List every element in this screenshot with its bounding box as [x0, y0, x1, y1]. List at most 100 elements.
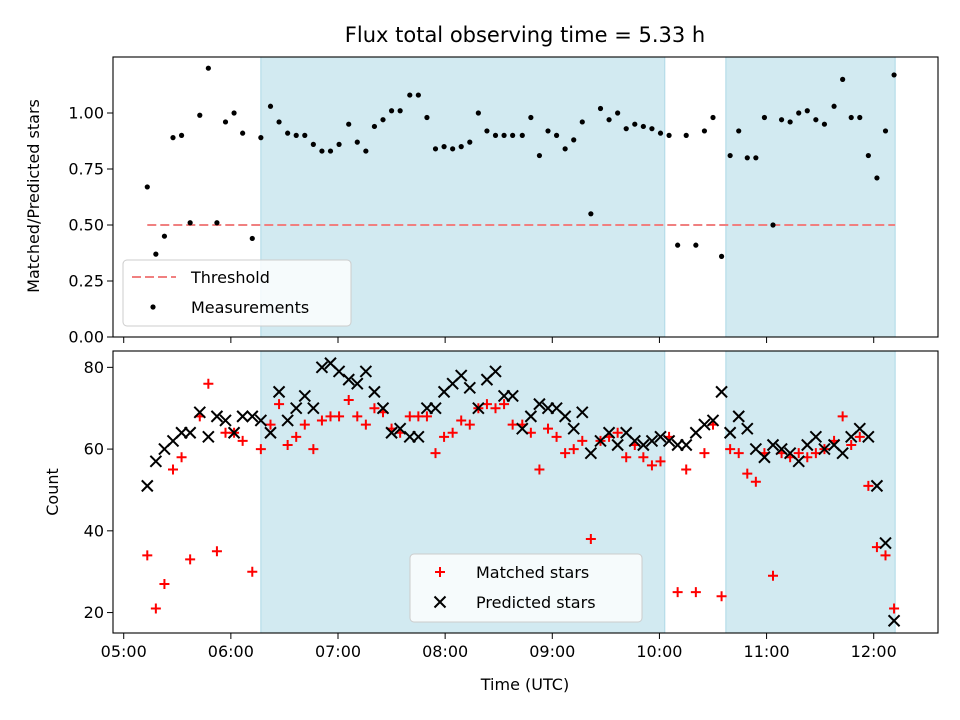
top-legend: Threshold Measurements	[122, 259, 352, 327]
matched-star-point	[421, 411, 432, 422]
predicted-star-point	[870, 479, 884, 493]
top-y-axis-label: Matched/Predicted stars	[24, 99, 43, 293]
chart-title: Flux total observing time = 5.33 h	[345, 23, 705, 47]
matched-star-point	[447, 427, 458, 438]
measurement-point	[346, 121, 352, 127]
top-panel: 0.00 0.25 0.50 0.75 1.00 Matched/Predicted s…	[24, 56, 939, 347]
measurement-point	[327, 148, 334, 154]
matched-star-point	[577, 435, 588, 446]
matched-star-point	[672, 587, 683, 598]
matched-star-point	[768, 570, 778, 581]
bottom-y-tick-label: 60	[84, 440, 104, 459]
top-y-tick-label: 0.75	[68, 160, 104, 179]
matched-star-point	[585, 534, 596, 544]
measurement-point	[214, 220, 220, 226]
measurement-point	[467, 139, 473, 145]
measurement-point	[249, 235, 255, 242]
predicted-star-point	[315, 361, 329, 374]
measurement-point	[492, 132, 499, 138]
bottom-y-tick-label: 20	[84, 603, 104, 622]
measurement-point	[623, 126, 629, 132]
measurement-point	[840, 76, 846, 82]
matched-star-point	[203, 378, 214, 389]
matched-star-point	[733, 448, 744, 459]
matched-star-point	[282, 440, 293, 450]
matched-star-point	[837, 411, 848, 422]
predicted-star-point	[183, 426, 197, 439]
matched-star-point	[490, 403, 501, 414]
matched-star-point	[185, 554, 196, 565]
measurement-point	[693, 242, 699, 248]
matched-star-point	[291, 431, 302, 442]
measurement-point	[562, 146, 568, 152]
measurement-point	[579, 119, 585, 125]
matched-star-point	[863, 480, 874, 491]
matched-star-point	[316, 415, 327, 426]
matched-star-point	[793, 448, 804, 459]
matched-star-point	[325, 411, 336, 422]
bottom-x-tick-label: 05:00	[101, 642, 147, 661]
predicted-star-point	[766, 438, 780, 452]
legend-matched-label: Matched stars	[476, 563, 589, 582]
matched-star-point	[568, 444, 579, 455]
measurement-point	[205, 65, 211, 71]
matched-star-point	[699, 448, 710, 459]
predicted-star-point	[836, 446, 849, 460]
predicted-star-point	[332, 365, 346, 378]
matched-star-point	[612, 427, 623, 438]
predicted-star-point	[359, 365, 373, 378]
bottom-panel: 20 40 60 80 05:00 06:00 07:00 08:00 09:00 10:00 11…	[43, 350, 939, 694]
measurement-point	[649, 126, 655, 132]
measurement-point	[761, 114, 768, 121]
bottom-legend: Matched stars Predicted stars	[409, 553, 643, 623]
matched-star-point	[439, 431, 450, 442]
matched-star-point	[343, 395, 354, 406]
matched-star-point	[716, 591, 727, 602]
measurement-point	[857, 114, 863, 121]
predicted-star-point	[533, 397, 546, 411]
measurement-point	[240, 130, 246, 136]
bottom-x-tick-label: 07:00	[315, 642, 361, 661]
bottom-legend-box	[409, 553, 643, 623]
predicted-star-point	[524, 410, 538, 423]
predicted-star-point	[141, 479, 154, 493]
matched-star-point	[551, 431, 562, 442]
matched-star-point	[274, 399, 285, 410]
measurement-point	[813, 117, 819, 123]
legend-predicted-swatch	[433, 595, 447, 609]
matched-star-point	[220, 427, 231, 438]
predicted-star-point	[298, 389, 311, 403]
bottom-x-tick-label: 08:00	[422, 642, 468, 661]
measurement-point	[632, 121, 638, 127]
matched-star-point	[247, 566, 258, 577]
measurement-point	[407, 92, 413, 98]
predicted-star-point	[628, 434, 641, 448]
top-shaded-intervals	[260, 56, 896, 338]
measurement-point	[744, 155, 750, 161]
predicted-star-point	[584, 446, 598, 460]
predicted-star-point	[887, 614, 901, 627]
matched-star-point	[534, 464, 545, 475]
predicted-star-point	[455, 369, 468, 382]
predicted-star-point	[698, 418, 711, 431]
predicted-star-point	[558, 410, 572, 423]
matched-star-point	[690, 587, 701, 598]
legend-predicted-label: Predicted stars	[476, 593, 596, 612]
matched-star-point	[742, 468, 753, 479]
predicted-star-point	[809, 430, 823, 444]
measurement-point	[415, 92, 421, 98]
measurement-point	[727, 152, 733, 159]
predicted-star-point	[506, 389, 519, 403]
predicted-star-point	[149, 455, 163, 468]
predicted-star-point	[715, 385, 728, 399]
top-y-tick-label: 0.25	[68, 272, 104, 291]
predicted-star-point	[342, 373, 355, 386]
measurement-point	[432, 146, 439, 152]
predicted-star-point	[879, 536, 892, 550]
measurement-point	[640, 123, 646, 130]
predicted-star-point	[662, 434, 676, 448]
measurement-point	[657, 130, 664, 136]
measurement-point	[736, 128, 742, 134]
measurement-point	[484, 128, 490, 134]
